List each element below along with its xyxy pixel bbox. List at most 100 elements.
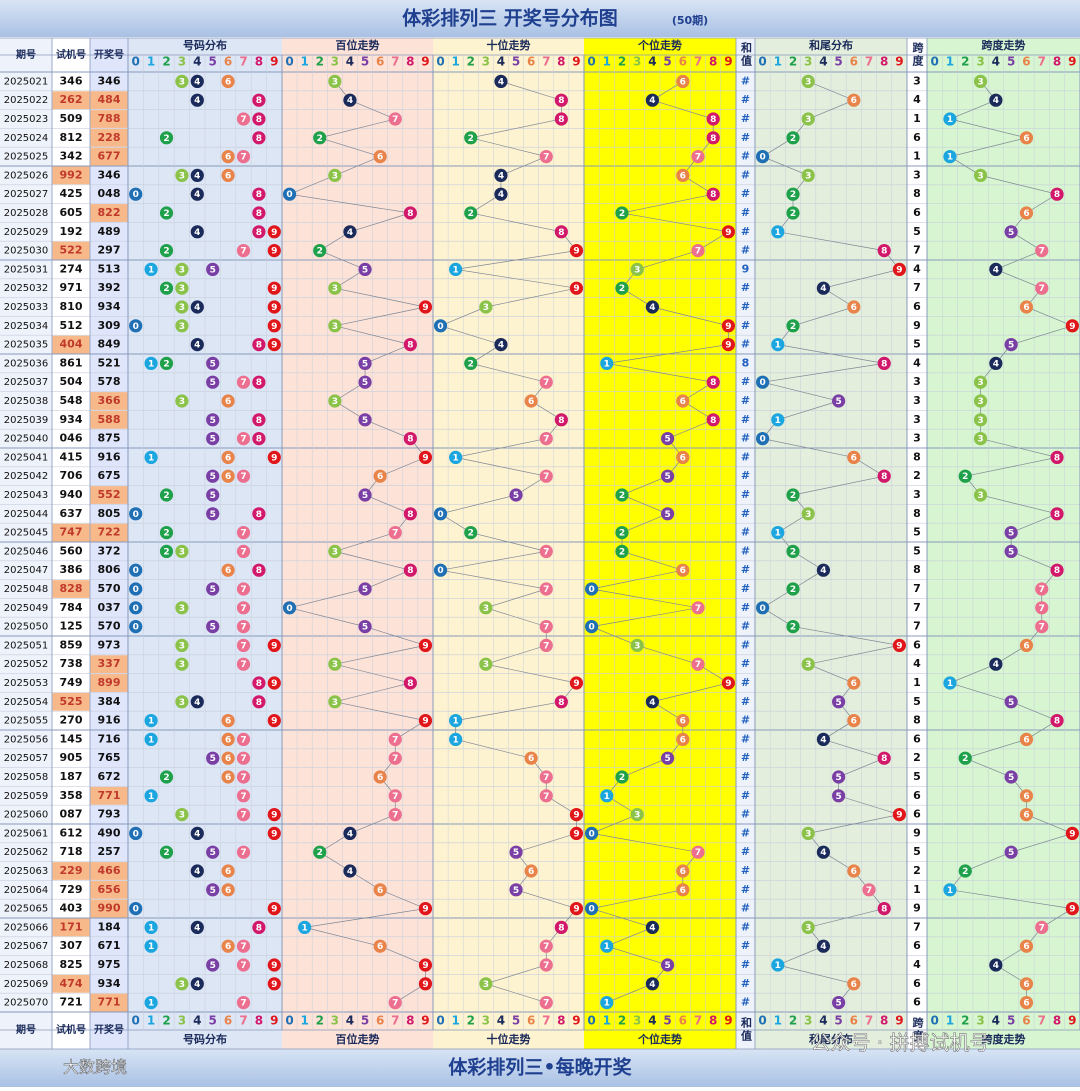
ball-digit: 2 (790, 547, 796, 557)
trial-number: 940 (60, 488, 83, 501)
ball (144, 939, 158, 953)
ball-digit: 2 (962, 472, 968, 482)
ball-digit: 1 (302, 923, 308, 933)
ball-digit: 7 (240, 547, 246, 557)
span-value: 5 (913, 526, 921, 539)
period: 2025043 (4, 490, 49, 501)
ball-digit: 2 (619, 547, 625, 557)
ball (175, 657, 189, 671)
header-text: 8 (557, 55, 565, 69)
header-text: 2 (789, 55, 797, 69)
ball (1035, 620, 1049, 634)
ball (676, 563, 690, 577)
pair-highlight (52, 335, 90, 354)
ball-digit: 3 (332, 660, 338, 670)
sum-value: # (741, 676, 750, 689)
ball-digit: 6 (377, 153, 383, 163)
header-text: 3 (331, 55, 339, 69)
ball (328, 657, 342, 671)
span-value: 3 (913, 74, 921, 87)
ball (539, 789, 553, 803)
header-text: 0 (132, 55, 140, 69)
ball-digit: 6 (225, 717, 231, 727)
header-text: 8 (709, 55, 717, 69)
ball (721, 676, 736, 690)
ball-digit: 7 (240, 792, 246, 802)
ball-digit: 0 (133, 510, 139, 520)
ball (358, 582, 372, 596)
sum-value: # (741, 714, 750, 727)
ball (569, 281, 584, 295)
ball (190, 695, 204, 709)
ball (358, 620, 372, 634)
ball-digit: 9 (271, 284, 277, 294)
ball-digit: 6 (851, 679, 857, 689)
draw-number: 297 (98, 244, 121, 257)
ball (328, 544, 342, 559)
ball (252, 676, 266, 690)
ball (129, 319, 143, 333)
ball-digit: 4 (194, 96, 200, 106)
ball (1065, 902, 1079, 916)
ball-digit: 6 (225, 171, 231, 181)
sum-value: # (741, 808, 750, 821)
ball-digit: 8 (407, 510, 413, 520)
header-text: 8 (557, 1014, 565, 1028)
trial-number: 784 (60, 601, 83, 614)
ball (236, 375, 251, 389)
ball (144, 789, 158, 803)
ball (129, 582, 143, 596)
period: 2025029 (4, 227, 49, 238)
ball (539, 770, 553, 784)
ball (418, 902, 433, 916)
ball-digit: 2 (317, 134, 323, 144)
ball (691, 657, 705, 671)
ball-digit: 3 (179, 265, 185, 275)
ball (1035, 920, 1049, 935)
ball (129, 826, 143, 841)
pair-highlight (52, 523, 90, 542)
header-text: 7 (239, 55, 247, 69)
ball (144, 920, 158, 935)
ball-digit: 4 (194, 190, 200, 200)
ball (509, 488, 523, 502)
ball (943, 150, 957, 164)
ball-digit: 4 (649, 698, 655, 708)
ball-digit: 2 (790, 491, 796, 501)
ball-digit: 7 (392, 792, 398, 802)
period: 2025064 (4, 885, 49, 896)
draw-number: 793 (98, 808, 121, 821)
ball (236, 432, 251, 446)
ball-digit: 8 (558, 96, 564, 106)
ball-digit: 1 (453, 453, 459, 463)
ball (206, 751, 220, 765)
trial-number: 825 (60, 958, 83, 971)
ball-digit: 6 (1023, 792, 1029, 802)
ball-digit: 0 (588, 829, 594, 839)
ball-digit: 7 (240, 604, 246, 614)
period: 2025042 (4, 471, 49, 482)
sum-value: # (741, 150, 750, 163)
header-text: 1 (946, 55, 954, 69)
ball (645, 300, 660, 314)
ball (479, 601, 493, 615)
header-text: 2 (789, 1014, 797, 1028)
header-text: 和尾分布 (809, 1032, 853, 1046)
ball (661, 469, 675, 483)
ball-digit: 5 (210, 848, 216, 858)
ball (989, 356, 1003, 370)
ball (328, 281, 342, 295)
ball (206, 413, 220, 427)
ball (524, 751, 538, 765)
ball (958, 469, 972, 483)
header-text: 8 (709, 1014, 717, 1028)
header-text: 5 (663, 1014, 671, 1028)
header-text: 7 (865, 1014, 873, 1028)
ball (1019, 939, 1034, 953)
ball-digit: 6 (377, 942, 383, 952)
ball (236, 770, 251, 784)
ball-digit: 5 (664, 472, 670, 482)
header-text: 7 (694, 55, 702, 69)
header-text: 8 (880, 1014, 888, 1028)
header-text: 跨度走势 (982, 1032, 1026, 1046)
